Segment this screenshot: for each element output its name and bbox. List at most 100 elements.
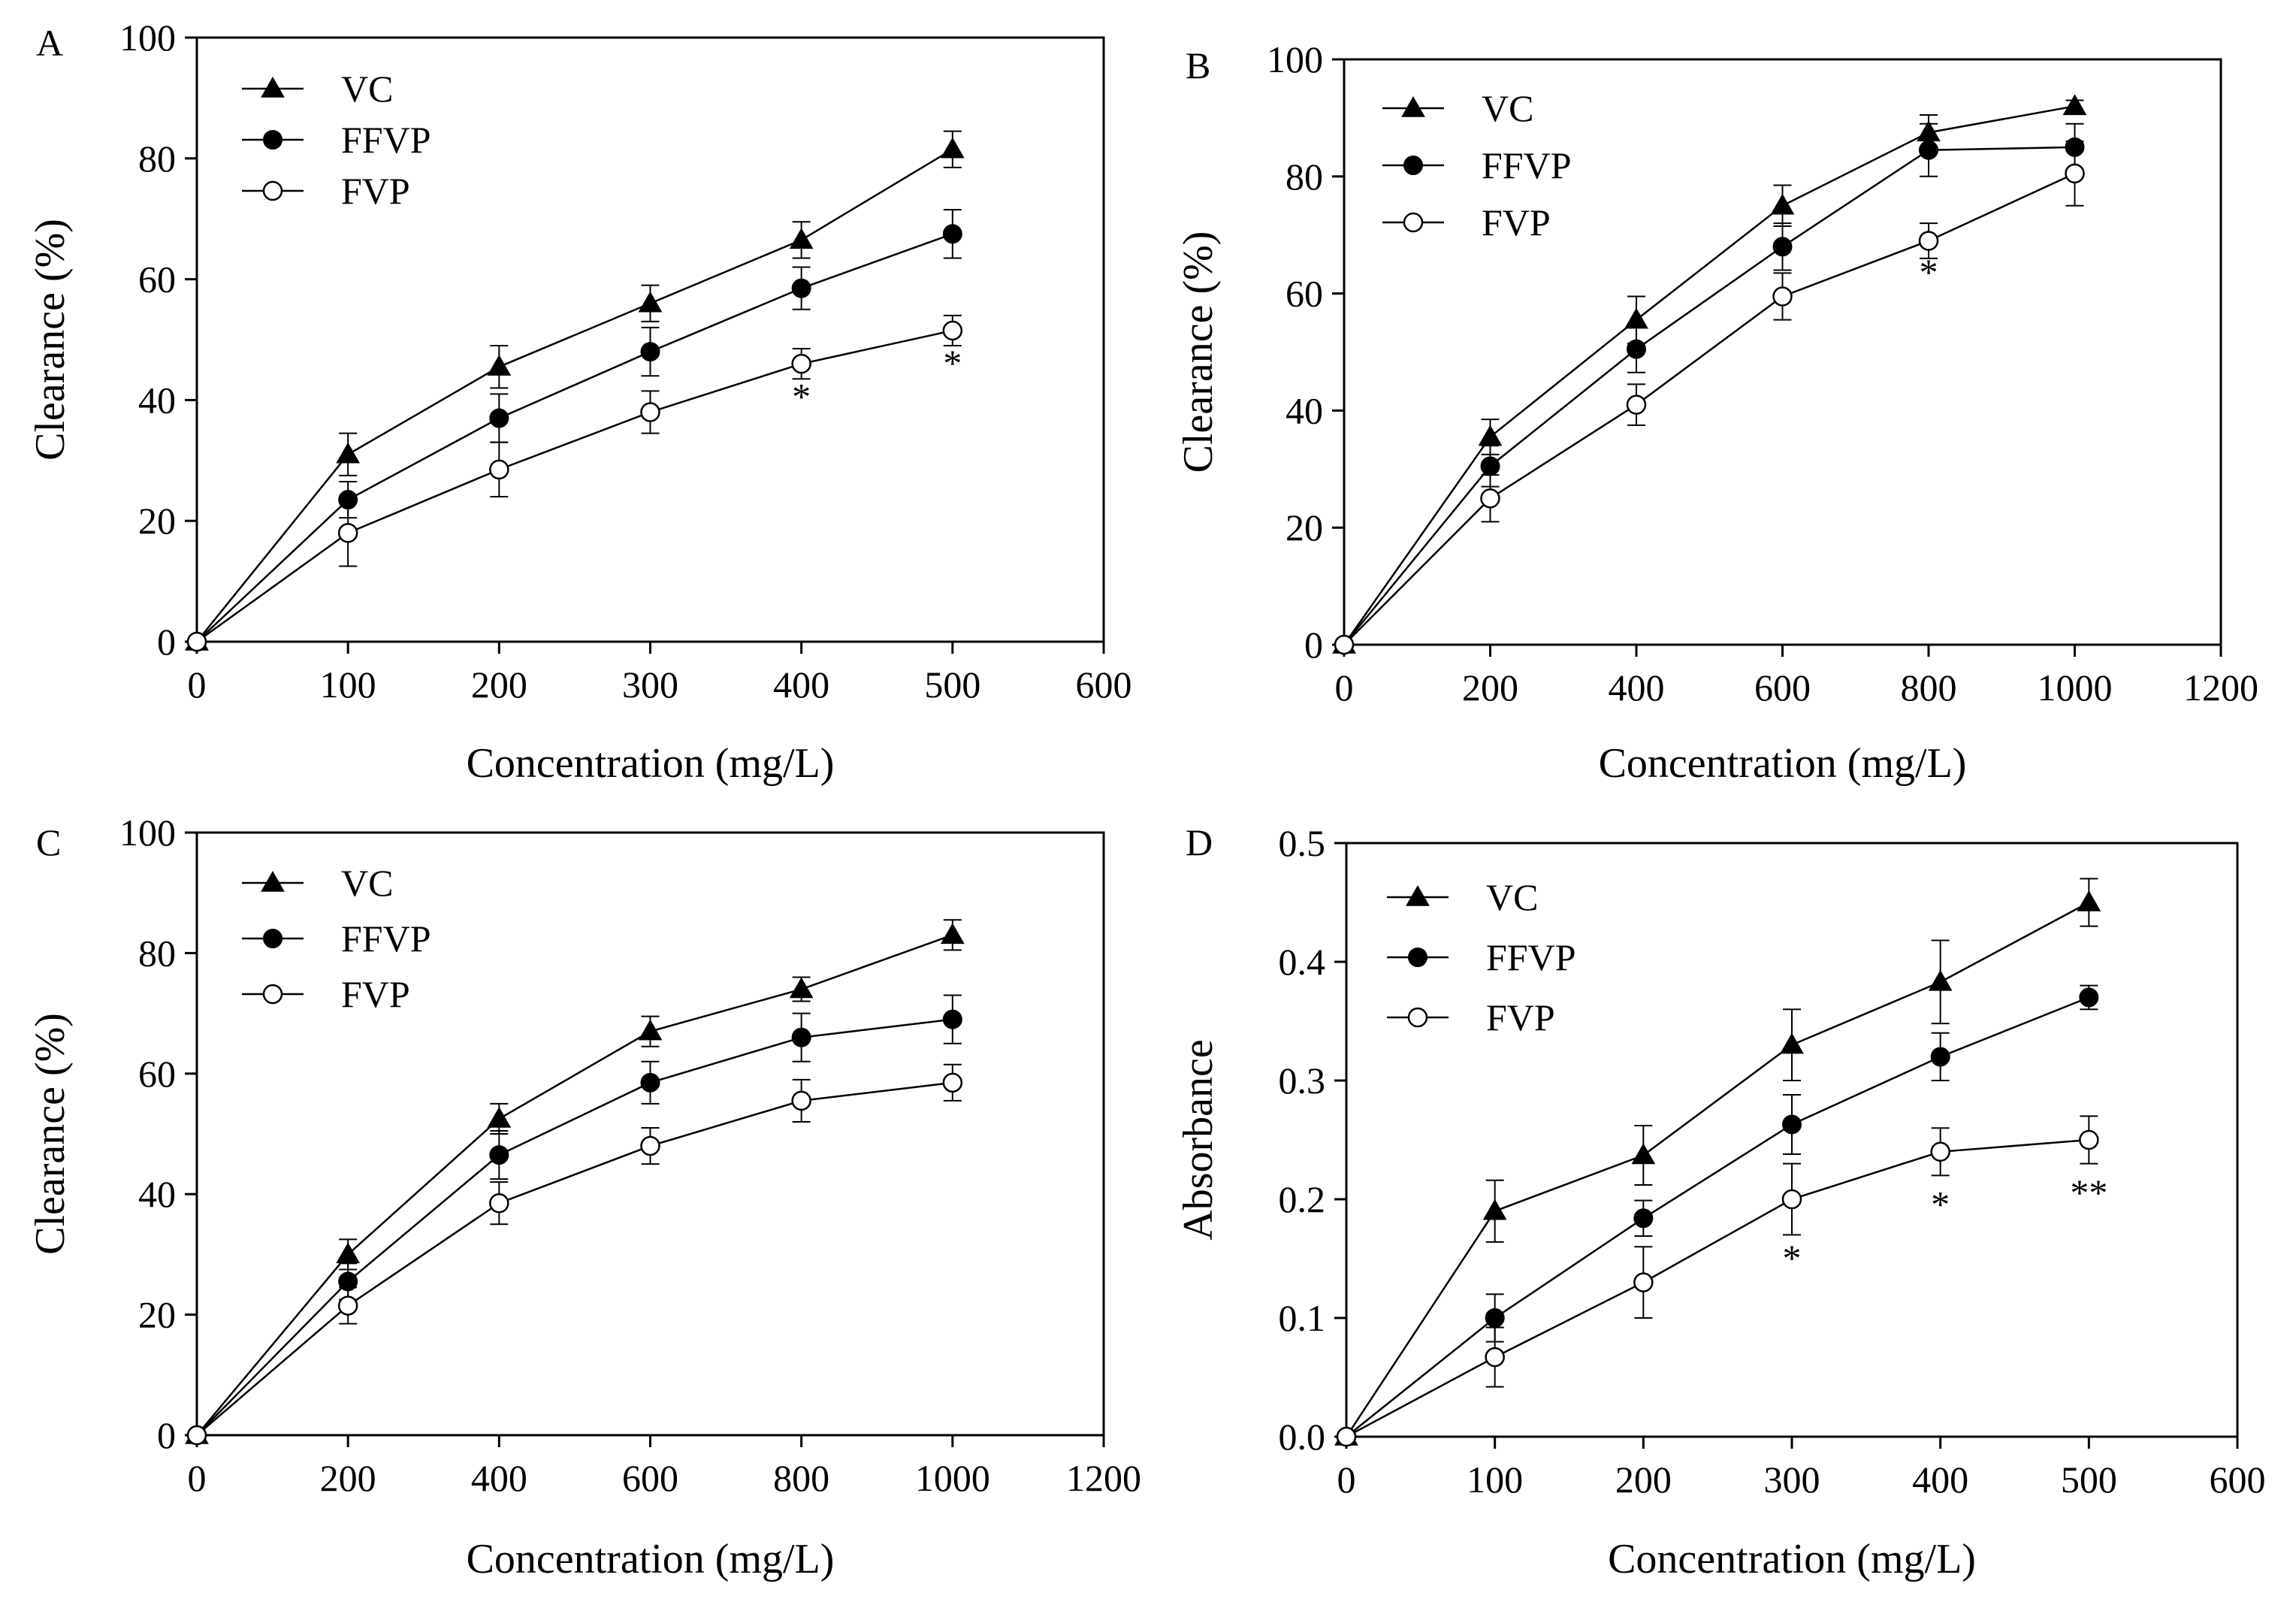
series-vc — [1332, 94, 2087, 654]
series-fvp — [1336, 1115, 2099, 1447]
legend-label: FVP — [341, 973, 410, 1015]
x-tick-label: 400 — [1912, 1458, 1968, 1501]
data-point — [1780, 1032, 1804, 1054]
y-tick-label: 20 — [138, 500, 176, 542]
x-tick-label: 1000 — [2038, 666, 2113, 709]
data-point — [337, 523, 358, 543]
y-tick-label: 0.3 — [1279, 1059, 1326, 1102]
data-point — [1478, 425, 1503, 446]
series-ffvp — [187, 994, 962, 1445]
legend-marker — [261, 870, 285, 892]
data-point — [640, 342, 660, 362]
data-point — [336, 442, 361, 464]
data-point — [1633, 1272, 1654, 1292]
x-tick-label: 1200 — [2183, 666, 2258, 709]
legend: VC FFVP FVP — [1382, 87, 1572, 243]
data-point — [1631, 1143, 1656, 1165]
x-tick-label: 0 — [188, 663, 207, 706]
legend-marker — [263, 929, 282, 948]
data-point — [791, 278, 811, 298]
series-vc — [185, 130, 965, 651]
x-tick-label: 100 — [1467, 1458, 1523, 1501]
data-point — [1781, 1189, 1802, 1210]
significance-marker: * — [1920, 251, 1938, 293]
series-line — [1345, 901, 2089, 1437]
data-point — [489, 1192, 509, 1214]
legend-marker — [1406, 884, 1430, 906]
data-point — [2077, 890, 2101, 911]
panel-label: A — [36, 22, 63, 64]
x-tick-label: 0 — [1337, 1458, 1356, 1501]
legend-label: FFVP — [1482, 144, 1572, 186]
y-axis-title: Clearance (%) — [1175, 231, 1222, 473]
data-point — [1770, 193, 1795, 215]
y-tick-label: 0.4 — [1279, 941, 1326, 983]
y-tick-label: 0.0 — [1279, 1416, 1326, 1458]
data-point — [489, 408, 509, 428]
x-tick-label: 300 — [622, 663, 678, 706]
legend-label: FVP — [341, 170, 410, 212]
legend-label: FVP — [1482, 201, 1551, 243]
legend-marker — [1403, 156, 1423, 175]
series-line — [196, 148, 953, 642]
y-tick-label: 100 — [119, 17, 176, 59]
significance-marker: * — [943, 342, 962, 384]
data-point — [1482, 1198, 1507, 1220]
x-tick-label: 200 — [1462, 666, 1518, 709]
y-axis-title: Absorbance — [1175, 1039, 1222, 1240]
y-tick-label: 100 — [1267, 38, 1323, 80]
legend-marker — [1403, 212, 1424, 233]
x-tick-label: 300 — [1764, 1458, 1820, 1501]
x-tick-label: 800 — [1901, 666, 1957, 709]
x-tick-label: 100 — [320, 663, 376, 706]
series-fvp — [186, 1063, 963, 1446]
data-point — [789, 228, 814, 249]
data-point — [2062, 94, 2087, 116]
chart-panel-b: B 0 200 400 600 800 1000 1200 0 20 40 60 80 100 Concen… — [1175, 38, 2258, 787]
series-line — [1346, 996, 2089, 1437]
x-tick-label: 200 — [471, 663, 527, 706]
y-tick-label: 0 — [157, 1414, 176, 1456]
data-point — [942, 1072, 963, 1093]
data-point — [638, 291, 663, 313]
data-point — [1772, 237, 1793, 257]
legend-marker — [262, 180, 283, 201]
series-line — [196, 1081, 953, 1436]
series-line — [1343, 105, 2075, 645]
chart-panel-a: A 0 100 200 300 400 500 600 0 20 40 60 80 100 Concentr… — [27, 17, 1132, 787]
data-point — [186, 1425, 207, 1446]
y-tick-label: 20 — [138, 1294, 176, 1336]
x-tick-label: 400 — [471, 1457, 527, 1499]
x-tick-label: 500 — [924, 663, 980, 706]
x-axis-title: Concentration (mg/L) — [1599, 740, 1967, 787]
y-tick-label: 40 — [1285, 389, 1323, 431]
data-point — [1480, 456, 1500, 476]
series-line — [196, 1018, 953, 1436]
series-line — [1346, 1138, 2089, 1438]
x-tick-label: 800 — [773, 1457, 829, 1499]
y-tick-label: 40 — [138, 1173, 176, 1215]
data-point — [1919, 140, 1938, 160]
data-point — [640, 1072, 660, 1093]
series-vc — [1334, 878, 2101, 1446]
series-ffvp — [187, 209, 962, 651]
legend-marker — [1407, 1007, 1428, 1028]
x-tick-label: 600 — [1076, 663, 1132, 706]
data-point — [940, 137, 965, 159]
y-tick-label: 80 — [1285, 156, 1323, 198]
data-point — [1772, 286, 1793, 307]
x-tick-label: 200 — [1615, 1458, 1672, 1501]
y-axis-title: Clearance (%) — [27, 1013, 74, 1255]
chart-panel-c: C 0 200 400 600 800 1000 1200 0 20 40 60 80 100 Concen… — [27, 812, 1141, 1582]
data-point — [1627, 339, 1646, 359]
legend-label: VC — [1482, 87, 1533, 129]
data-point — [1334, 634, 1355, 655]
x-tick-label: 500 — [2061, 1458, 2117, 1501]
legend-marker — [1408, 948, 1427, 967]
x-axis-title: Concentration (mg/L) — [467, 740, 835, 787]
data-point — [1930, 1047, 1950, 1067]
data-point — [1485, 1347, 1505, 1368]
series-fvp — [186, 314, 963, 652]
data-point — [791, 1027, 811, 1047]
